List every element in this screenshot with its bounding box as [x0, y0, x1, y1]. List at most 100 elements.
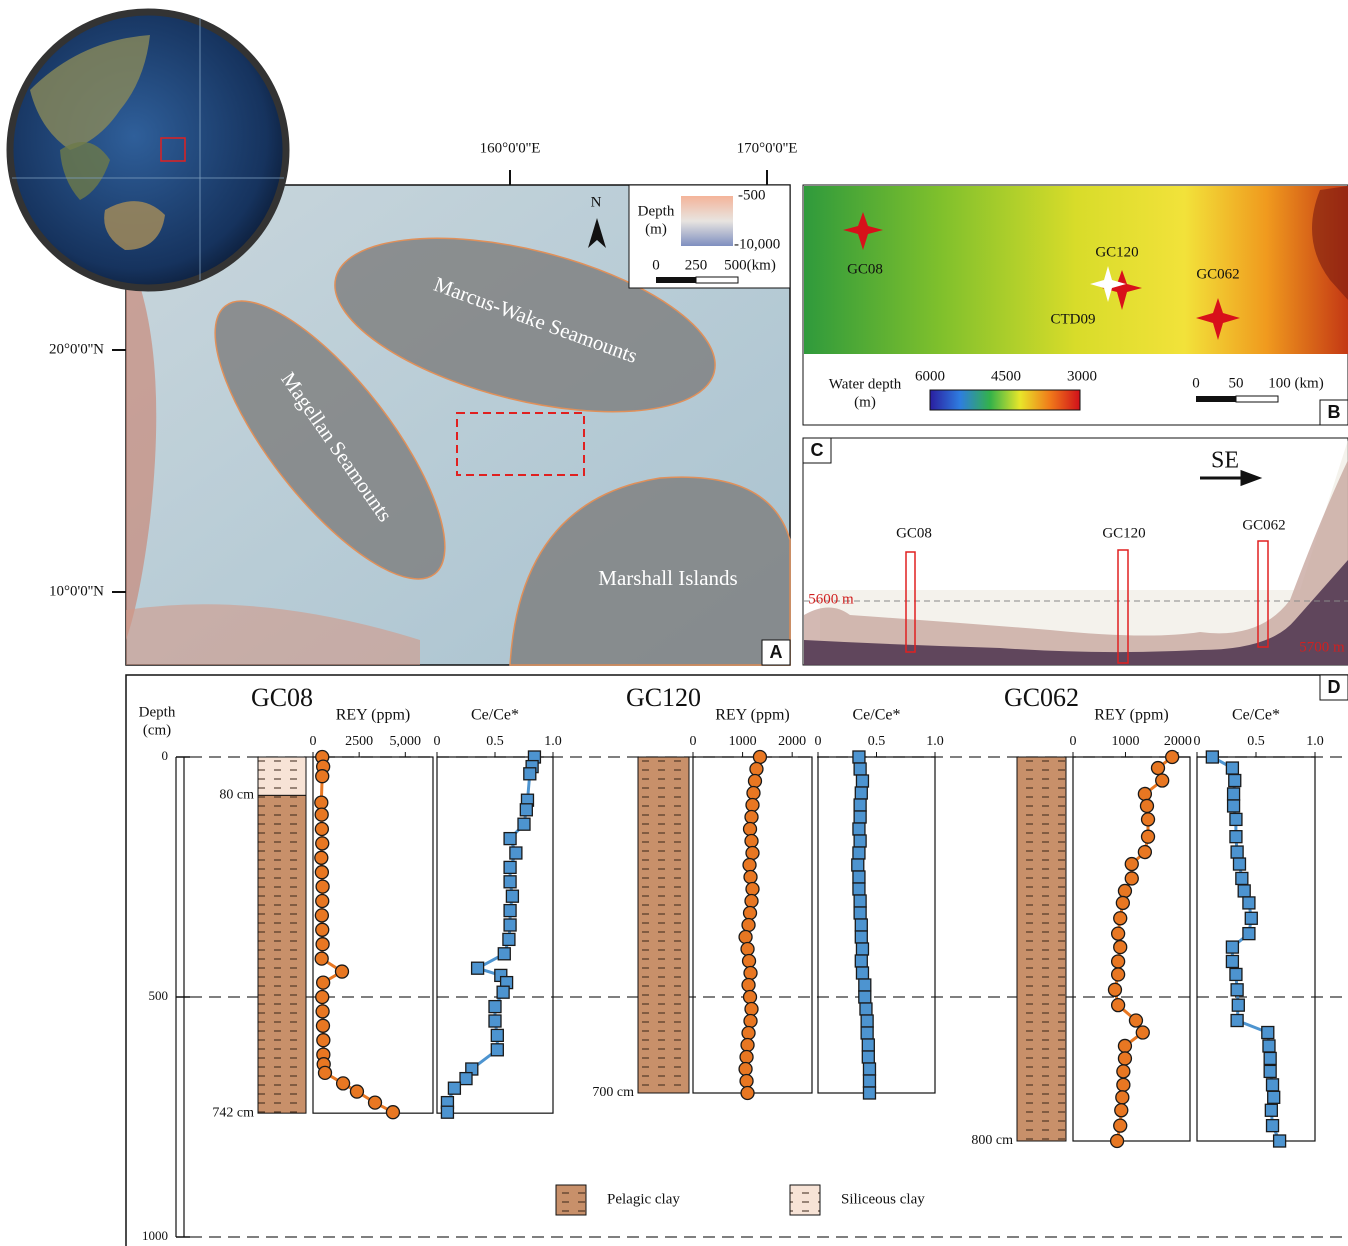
- data-point: [744, 1001, 759, 1017]
- data-point: [1137, 844, 1153, 860]
- scale-bar: [656, 277, 696, 283]
- globe: [6, 8, 290, 292]
- reflector: [804, 560, 1348, 665]
- x-tick-label: 1000: [1111, 734, 1139, 749]
- data-point: [314, 795, 329, 810]
- data-point: [1114, 1103, 1129, 1118]
- depth-mark: 5600 m: [808, 591, 854, 607]
- data-point: [349, 1084, 365, 1099]
- pelagic-clay: [257, 794, 307, 1114]
- data-point: [503, 875, 517, 889]
- study-area: [456, 412, 585, 476]
- data-point: [853, 906, 867, 920]
- data-point: [743, 869, 758, 885]
- scale-bar: [695, 276, 739, 284]
- data-point: [1235, 871, 1249, 886]
- data-point: [1225, 761, 1240, 775]
- data-point: [743, 1013, 758, 1029]
- core-depth-label: 800 cm: [971, 1133, 1013, 1148]
- data-point: [523, 767, 537, 781]
- site-label: GC08: [847, 261, 883, 277]
- data-point: [315, 893, 330, 909]
- data-point: [739, 1049, 754, 1065]
- data-point: [503, 903, 517, 918]
- legend-title: (m): [645, 221, 667, 237]
- profile-line: [445, 756, 536, 1113]
- data-point: [741, 917, 756, 933]
- colorbar: [929, 389, 1081, 411]
- data-point: [739, 1073, 754, 1089]
- data-point: [738, 1061, 753, 1077]
- data-point: [1110, 998, 1126, 1013]
- site-label: GC08: [896, 525, 932, 541]
- data-point: [1264, 1103, 1278, 1117]
- core-depth-label: 742 cm: [212, 1105, 254, 1120]
- data-point: [742, 905, 758, 921]
- data-point: [315, 836, 330, 851]
- data-point: [1113, 911, 1128, 926]
- data-point: [1231, 998, 1245, 1012]
- data-point: [1226, 787, 1241, 801]
- data-point: [1109, 1133, 1125, 1149]
- scale-bar: [1235, 395, 1279, 403]
- data-point: [1116, 1077, 1131, 1092]
- relief: [1312, 186, 1348, 300]
- data-point: [742, 989, 758, 1005]
- region: [214, 300, 446, 580]
- direction-label: SE: [1211, 448, 1239, 474]
- site-label: GC062: [1196, 266, 1239, 282]
- x-tick-label: 0: [1194, 734, 1201, 749]
- data-point: [860, 1014, 874, 1028]
- data-point: [740, 1085, 755, 1101]
- lon-label: 160°0'0''E: [480, 140, 541, 156]
- lat-label: 20°0'0''N: [49, 341, 104, 357]
- data-point: [367, 1095, 383, 1110]
- data-point: [1267, 1090, 1281, 1104]
- data-point: [745, 845, 760, 861]
- data-point: [517, 817, 531, 831]
- data-point: [1117, 1038, 1133, 1054]
- data-point: [314, 807, 329, 822]
- landmass: [30, 35, 150, 150]
- data-point: [852, 846, 866, 860]
- core-site: [1257, 540, 1269, 648]
- scale-label: 250: [685, 257, 708, 273]
- x-tick-label: 1.0: [544, 734, 562, 749]
- ctd-star: [1090, 266, 1126, 302]
- data-point: [1230, 1013, 1244, 1028]
- data-point: [503, 918, 517, 932]
- data-point: [855, 942, 870, 956]
- data-point: [470, 961, 485, 975]
- data-point: [440, 1105, 455, 1119]
- data-point: [1225, 954, 1240, 969]
- data-point: [741, 977, 756, 993]
- x-tick-label: 0.5: [1247, 734, 1265, 749]
- chart-title: Ce/Ce*: [1232, 707, 1280, 724]
- core-name: GC120: [626, 683, 701, 712]
- data-point: [1113, 1118, 1128, 1133]
- depth-mark: 5700 m: [1299, 639, 1345, 655]
- scale-label: 0: [1192, 375, 1200, 391]
- panel-tag: [1319, 399, 1348, 426]
- scale-label: 0: [652, 257, 660, 273]
- axis-title: (cm): [143, 722, 171, 738]
- legend-max: -500: [738, 187, 766, 203]
- data-point: [335, 1076, 351, 1091]
- data-point: [1228, 773, 1242, 788]
- data-point: [497, 947, 511, 961]
- scale-label: 500(km): [724, 257, 776, 273]
- north-arrow: [588, 218, 606, 248]
- data-point: [852, 822, 866, 836]
- x-tick-label: 1000: [729, 734, 757, 749]
- x-tick-label: 5,000: [390, 734, 422, 749]
- data-point: [1237, 884, 1251, 898]
- data-point: [742, 857, 757, 873]
- site-star: [843, 212, 883, 250]
- chart-title: Ce/Ce*: [853, 707, 901, 724]
- data-point: [496, 985, 510, 999]
- data-point: [385, 1105, 401, 1120]
- x-tick-label: 1.0: [926, 734, 944, 749]
- data-point: [1230, 845, 1244, 859]
- plot-frame: [1196, 756, 1316, 1142]
- data-point: [854, 786, 868, 800]
